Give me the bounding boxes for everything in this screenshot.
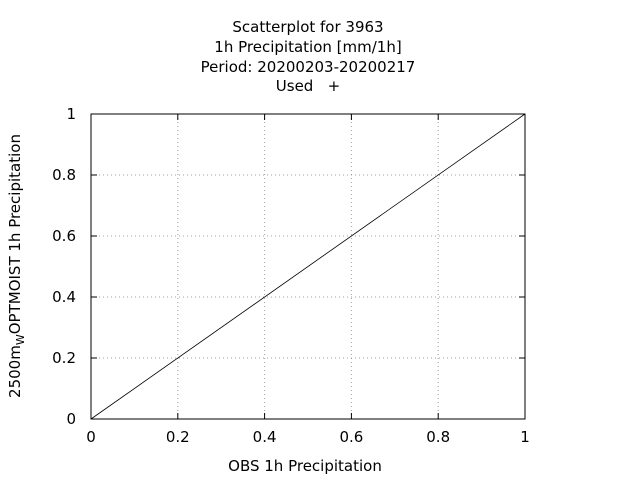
x-tick-label: 0.6 bbox=[339, 428, 363, 446]
chart-title-line-3: Period: 20200203-20200217 bbox=[201, 58, 416, 76]
y-tick-label: 0 bbox=[66, 410, 76, 428]
reference-line bbox=[90, 113, 526, 420]
x-tick-label: 0.4 bbox=[253, 428, 277, 446]
chart-title: Scatterplot for 3963 1h Precipitation [m… bbox=[201, 18, 416, 95]
x-axis-ticks: 0 0.2 0.4 0.6 0.8 1 bbox=[86, 114, 530, 446]
y-tick-label: 0.6 bbox=[52, 227, 76, 245]
x-axis-label: OBS 1h Precipitation bbox=[228, 457, 382, 475]
grid-lines bbox=[91, 114, 525, 419]
x-tick-label: 0 bbox=[86, 428, 96, 446]
y-axis-ticks: 0 0.2 0.4 0.6 0.8 1 bbox=[52, 105, 525, 428]
y-axis-label: 2500mWOPTMOIST 1h Precipitation bbox=[6, 134, 27, 398]
x-tick-label: 0.2 bbox=[166, 428, 190, 446]
plot-frame bbox=[90, 113, 526, 420]
y-tick-label: 0.4 bbox=[52, 288, 76, 306]
y-axis-label-suffix: OPTMOIST 1h Precipitation bbox=[6, 134, 24, 334]
x-tick-label: 0.8 bbox=[426, 428, 450, 446]
y-tick-label: 0.2 bbox=[52, 349, 76, 367]
x-tick-label: 1 bbox=[520, 428, 530, 446]
chart-title-line-2: 1h Precipitation [mm/1h] bbox=[214, 38, 401, 56]
chart-title-line-1: Scatterplot for 3963 bbox=[232, 18, 383, 36]
y-axis-label-prefix: 2500m bbox=[6, 345, 24, 398]
y-tick-label: 0.8 bbox=[52, 166, 76, 184]
y-axis-label-subscript: W bbox=[14, 334, 27, 345]
chart-title-line-4: Used + bbox=[276, 77, 340, 95]
y-tick-label: 1 bbox=[66, 105, 76, 123]
